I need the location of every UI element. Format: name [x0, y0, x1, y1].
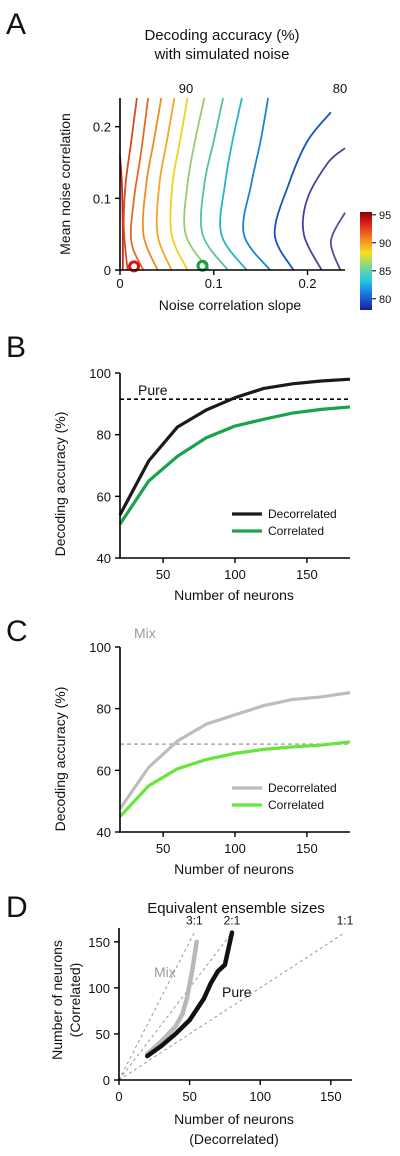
y-tick-label: 80 — [97, 428, 111, 443]
contour-87 — [199, 97, 229, 271]
panel-b-plot: 50 100 150 40 60 80 100 Decorrelated Correlated — [89, 366, 351, 582]
panel-c-xlabel: Number of neurons — [174, 861, 294, 877]
panel-a-xlabel: Noise correlation slope — [159, 297, 302, 313]
legend-label-decorrelated: Decorrelated — [268, 507, 337, 521]
series-line-correlated — [118, 740, 351, 818]
series-line-pure — [144, 930, 235, 1059]
x-tick-label: 150 — [320, 1089, 342, 1104]
panel-c-plot: 50 100 150 40 60 80 100 Decorrelated Correlated — [89, 640, 351, 856]
y-tick-label: 60 — [97, 763, 111, 778]
panel-d-plot: 3:1 2:1 1:1 0 50 100 150 0 50 100 150 — [88, 914, 353, 1104]
contour-label-80: 80 — [333, 81, 347, 96]
colorbar-ticks: 95 90 85 80 — [372, 210, 391, 306]
series-line-mix — [144, 939, 199, 1057]
y-tick-label: 0.2 — [93, 120, 111, 135]
contour-84 — [242, 97, 271, 271]
panel-d-xlabel-line2: (Decorrelated) — [189, 1131, 278, 1147]
panel-b-ylabel: Decoding accuracy (%) — [52, 412, 68, 557]
contour-94 — [119, 155, 124, 271]
panel-letter-d: D — [6, 891, 28, 924]
panel-d-title: Equivalent ensemble sizes — [147, 900, 325, 917]
panel-c-ylabel: Decoding accuracy (%) — [52, 687, 68, 832]
panel-d-ylabel-line2: (Correlated) — [67, 963, 83, 1038]
series-line-decorrelated — [118, 377, 351, 516]
y-tick-label: 0 — [103, 1073, 110, 1088]
series-line-correlated — [118, 405, 351, 525]
reference-line-1-1 — [118, 932, 346, 1081]
y-tick-label: 100 — [88, 981, 110, 996]
x-tick-label: 100 — [249, 1089, 271, 1104]
contour-86 — [219, 97, 248, 271]
reference-label-3-1: 3:1 — [186, 914, 203, 928]
contour-79 — [329, 212, 346, 271]
colorbar-tick-label: 80 — [379, 294, 391, 306]
x-tick-label: 0.2 — [298, 276, 316, 291]
contour-93 — [122, 97, 138, 271]
y-tick-label: 100 — [89, 640, 111, 655]
colorbar — [360, 212, 372, 310]
panel-letter-b: B — [6, 331, 26, 364]
x-tick-label: 150 — [296, 567, 318, 582]
y-tick-label: 40 — [97, 551, 111, 566]
x-tick-label: 50 — [156, 841, 170, 856]
x-tick-label: 0.1 — [205, 276, 223, 291]
contour-89 — [169, 97, 189, 271]
x-tick-label: 100 — [224, 841, 246, 856]
noise-marker-2 — [196, 259, 209, 272]
panel-d-ylabel-line1: Number of neurons — [49, 940, 65, 1060]
x-tick-label: 150 — [296, 841, 318, 856]
reference-label-2-1: 2:1 — [224, 914, 241, 928]
x-tick-label: 100 — [224, 567, 246, 582]
contour-82 — [273, 111, 332, 271]
legend-label-correlated: Correlated — [268, 524, 324, 538]
noise-marker-1 — [128, 260, 141, 273]
panel-letter-c: C — [6, 615, 28, 648]
panel-d-label-mix: Mix — [154, 964, 176, 980]
panel-a-axes — [119, 98, 345, 271]
panel-b: B 50 100 150 40 60 80 100 Decorrelated Correlate… — [6, 331, 351, 603]
x-tick-label: 50 — [156, 567, 170, 582]
contour-lines — [119, 97, 346, 271]
y-tick-label: 0.1 — [93, 191, 111, 206]
panel-letter-a: A — [6, 8, 26, 41]
reference-label-1-1: 1:1 — [337, 914, 354, 928]
panel-b-xlabel: Number of neurons — [174, 587, 294, 603]
y-tick-label: 80 — [97, 702, 111, 717]
y-tick-label: 0 — [104, 263, 111, 278]
contour-92 — [129, 97, 149, 271]
y-tick-label: 60 — [97, 489, 111, 504]
colorbar-tick-label: 85 — [379, 266, 391, 278]
x-tick-label: 50 — [182, 1089, 196, 1104]
colorbar-tick-label: 95 — [379, 210, 391, 222]
reference-line-2-1 — [118, 932, 233, 1081]
contour-91 — [141, 97, 163, 271]
panel-d: D Equivalent ensemble sizes 3:1 2:1 1:1 0 50… — [6, 891, 354, 1147]
contour-90 — [155, 97, 176, 271]
legend-label-decorrelated: Decorrelated — [268, 781, 337, 795]
contour-88 — [183, 97, 210, 271]
contour-label-90: 90 — [179, 81, 193, 96]
panel-a-ticks: 0 0.1 0.2 0 0.1 0.2 — [93, 120, 317, 291]
panel-b-inline-label: Pure — [138, 382, 168, 398]
panel-d-xlabel-line1: Number of neurons — [174, 1111, 294, 1127]
panel-a-title-line1: Decoding accuracy (%) — [144, 27, 299, 44]
panel-c-inline-label: Mix — [134, 625, 156, 641]
x-tick-label: 0 — [115, 1089, 122, 1104]
contour-80 — [301, 147, 346, 271]
y-tick-label: 40 — [97, 825, 111, 840]
y-tick-label: 50 — [96, 1027, 110, 1042]
x-tick-label: 0 — [116, 276, 123, 291]
y-tick-label: 100 — [89, 366, 111, 381]
panel-c: C 50 100 150 40 60 80 100 Decorrelated Correlate… — [6, 615, 351, 877]
colorbar-tick-label: 90 — [379, 238, 391, 250]
panel-a-ylabel: Mean noise correlation — [57, 113, 73, 255]
y-tick-label: 150 — [88, 935, 110, 950]
panel-d-label-pure: Pure — [222, 984, 252, 1000]
panel-a-title-line2: with simulated noise — [153, 46, 289, 63]
panel-a: A Decoding accuracy (%) with simulated n… — [6, 8, 391, 313]
legend-label-correlated: Correlated — [268, 798, 324, 812]
series-line-decorrelated — [118, 691, 351, 810]
